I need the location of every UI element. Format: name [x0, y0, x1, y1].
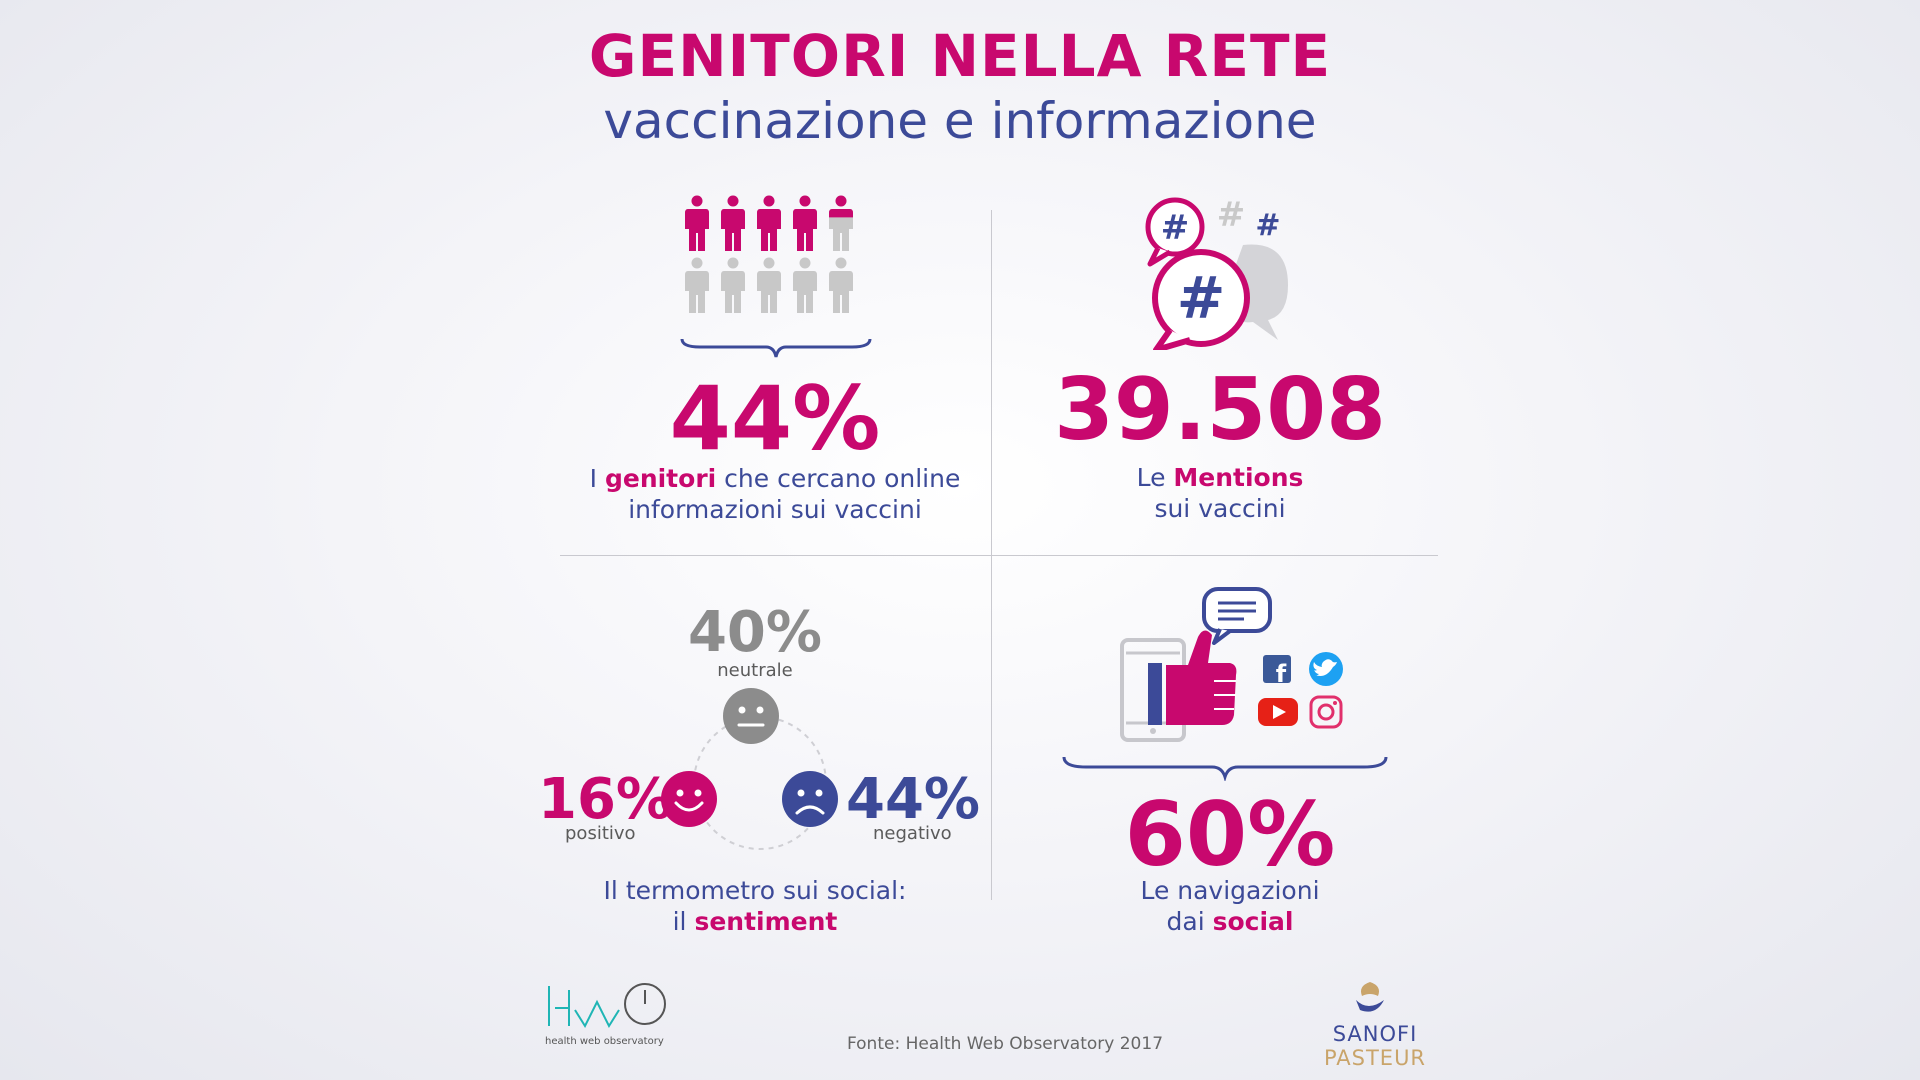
sad-face-icon: [782, 771, 838, 827]
page-title: GENITORI NELLA RETE: [588, 22, 1332, 90]
social-devices-icon: f: [1120, 587, 1343, 742]
svg-text:f: f: [1276, 660, 1287, 688]
brace-icon: [1062, 756, 1388, 781]
mentions-caption-line2: sui vaccini: [1154, 494, 1286, 523]
social-caption-line1: Le navigazioni: [1140, 876, 1320, 905]
hwo-caption: health web observatory: [545, 1036, 664, 1047]
horizontal-divider: [560, 555, 1438, 556]
neutral-label: neutrale: [717, 660, 793, 681]
mentions-caption-bold: Mentions: [1173, 463, 1304, 492]
svg-text:#: #: [1161, 208, 1190, 248]
svg-text:#: #: [1177, 264, 1226, 332]
person-icon: [793, 257, 817, 313]
person-icon: [829, 257, 853, 313]
parents-caption-bold: genitori: [604, 464, 717, 493]
person-icon: [721, 195, 745, 251]
youtube-icon: [1258, 698, 1298, 726]
positive-percentage: 16%: [538, 767, 673, 832]
brace-icon: [680, 338, 872, 358]
social-section: f 60% Le navigazioni dai social: [1000, 585, 1440, 940]
source-note: Fonte: Health Web Observatory 2017: [846, 1034, 1164, 1054]
people-grid-icon: [685, 195, 853, 313]
person-icon: [757, 195, 781, 251]
neutral-face-icon: [723, 688, 779, 744]
parents-percentage: 44%: [669, 367, 881, 470]
social-caption: Le navigazioni dai social: [1000, 875, 1460, 937]
mentions-section: # # # # 39.508 Le Mentions sui vaccini: [1000, 190, 1440, 535]
instagram-icon: [1309, 695, 1343, 729]
social-percentage: 60%: [1124, 783, 1336, 886]
twitter-icon: [1309, 652, 1343, 686]
sanofi-wordmark: SANOFI PASTEUR: [1290, 1022, 1460, 1070]
person-icon: [757, 257, 781, 313]
mentions-caption-pre: Le: [1136, 463, 1174, 492]
hwo-logo-mark: [548, 983, 666, 1029]
sanofi-right: PASTEUR: [1323, 1046, 1427, 1070]
social-caption-pre2: dai: [1166, 907, 1213, 936]
hashtag-speech-bubbles-icon: # # # #: [1145, 195, 1288, 350]
sentiment-caption: Il termometro sui social: il sentiment: [520, 875, 990, 937]
thumbs-up-icon: [1148, 630, 1237, 725]
positive-label: positivo: [565, 823, 636, 844]
mentions-caption: Le Mentions sui vaccini: [1000, 462, 1440, 524]
facebook-icon: f: [1263, 655, 1291, 688]
social-caption-bold2: social: [1212, 907, 1294, 936]
sanofi-bird-icon: [1356, 982, 1384, 1012]
sentiment-caption-bold2: sentiment: [694, 907, 838, 936]
sanofi-left: SANOFI: [1332, 1022, 1418, 1046]
parents-caption-line2: informazioni sui vaccini: [628, 495, 922, 524]
person-icon: [829, 195, 853, 251]
sanofi-pasteur-logo: SANOFI PASTEUR: [1290, 978, 1460, 1070]
svg-text:#: #: [1217, 195, 1246, 235]
svg-text:#: #: [1255, 208, 1280, 243]
sentiment-caption-line1: Il termometro sui social:: [603, 876, 907, 905]
person-icon: [721, 257, 745, 313]
sentiment-caption-pre2: il: [672, 907, 695, 936]
person-icon: [685, 195, 709, 251]
happy-face-icon: [661, 771, 717, 827]
person-icon: [685, 257, 709, 313]
sentiment-section: 40% neutrale 16% positivo 44% negativo I…: [520, 590, 990, 940]
mentions-count: 39.508: [1054, 360, 1386, 460]
parents-caption-post: che cercano online: [716, 464, 961, 493]
hwo-logo: health web observatory: [545, 980, 680, 1050]
negative-label: negativo: [873, 823, 952, 844]
negative-percentage: 44%: [846, 767, 981, 832]
page-subtitle: vaccinazione e informazione: [603, 92, 1317, 150]
chat-bubble-icon: [1202, 587, 1272, 645]
neutral-percentage: 40%: [687, 600, 823, 665]
parents-caption: I genitori che cercano online informazio…: [560, 463, 990, 525]
parents-caption-pre: I: [589, 464, 605, 493]
person-icon: [793, 195, 817, 251]
parents-section: 44% I genitori che cercano online inform…: [560, 195, 990, 535]
